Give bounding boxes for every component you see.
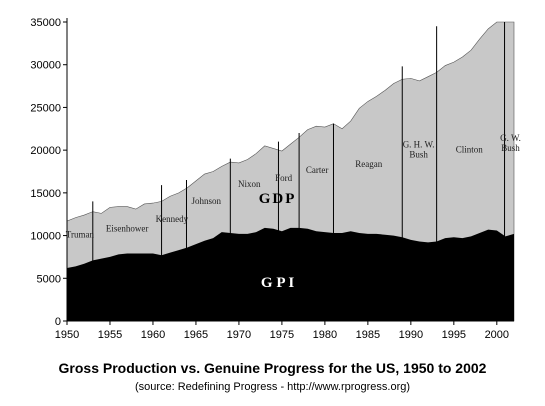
president-label: G. W. — [500, 133, 521, 143]
president-label: Ford — [275, 173, 293, 183]
x-tick-label: 2000 — [485, 329, 509, 341]
y-tick-label: 5000 — [37, 273, 61, 285]
y-tick-label: 15000 — [30, 188, 61, 200]
axes-layer: 0 5000 10000 15000 20000 25000 30000 35000 1950 1… — [30, 17, 514, 341]
x-tick-label: 1990 — [399, 329, 423, 341]
president-label: Kennedy — [156, 214, 189, 224]
x-tick-label: 1965 — [184, 329, 208, 341]
term-boundary-layer — [92, 22, 506, 321]
y-tick-label: 10000 — [30, 231, 61, 243]
president-label: Eisenhower — [106, 223, 149, 233]
gdp-gpi-chart: 0 5000 10000 15000 20000 25000 30000 35000 1950 1… — [30, 17, 521, 341]
president-label: Bush — [501, 143, 520, 153]
president-label: Nixon — [238, 179, 261, 189]
president-label: Johnson — [191, 196, 221, 206]
president-label: Clinton — [456, 145, 484, 155]
x-tick-label: 1985 — [356, 329, 380, 341]
x-tick-label: 1955 — [98, 329, 122, 341]
y-tick-label: 35000 — [30, 17, 61, 29]
x-tick-label: 1975 — [270, 329, 294, 341]
president-label: G. H. W. — [403, 140, 435, 150]
gpi-band-label: G P I — [261, 275, 295, 291]
y-tick-label: 25000 — [30, 102, 61, 114]
president-label: Truman — [66, 229, 95, 239]
y-tick-label: 0 — [55, 316, 61, 328]
x-tick-label: 1960 — [141, 329, 165, 341]
y-tick-label: 30000 — [30, 60, 61, 72]
x-tick-label: 1995 — [442, 329, 466, 341]
x-tick-label: 1950 — [55, 329, 79, 341]
chart-title: Gross Production vs. Genuine Progress fo… — [58, 360, 487, 376]
x-tick-label: 1980 — [313, 329, 337, 341]
president-label: Reagan — [355, 159, 382, 169]
y-tick-label: 20000 — [30, 145, 61, 157]
chart-source-note: (source: Redefining Progress - http://ww… — [134, 381, 411, 393]
x-tick-label: 1970 — [227, 329, 251, 341]
gdp-band-label: GDP — [259, 191, 297, 207]
president-label: Carter — [306, 165, 329, 175]
president-label: Bush — [409, 150, 428, 160]
